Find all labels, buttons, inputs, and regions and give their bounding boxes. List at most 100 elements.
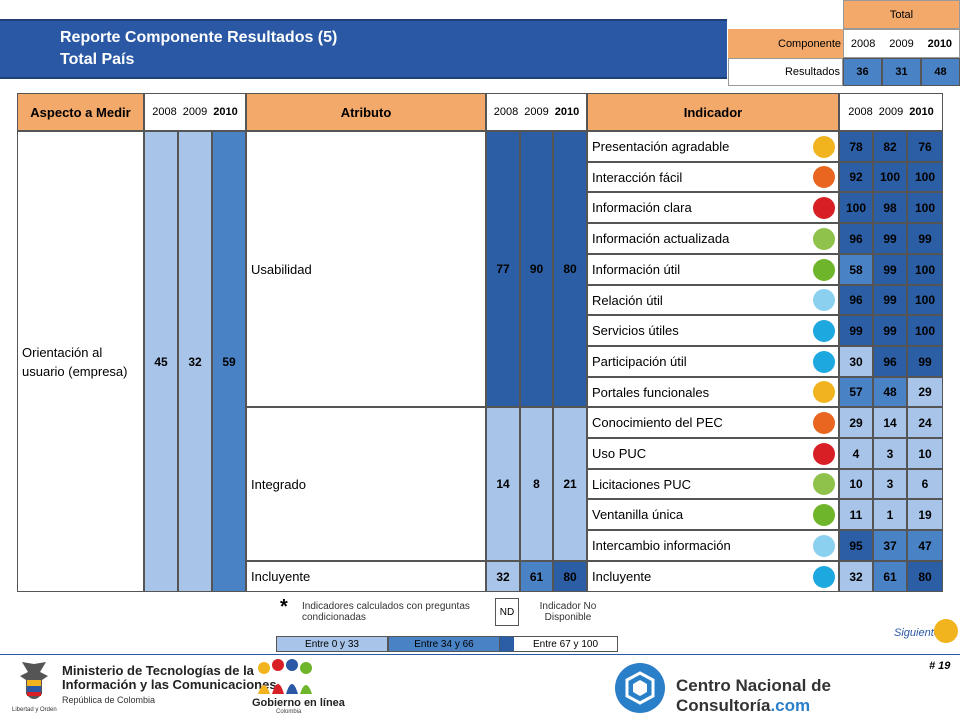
indicator-value: 29 [907, 377, 943, 407]
ministry-line: Información y las Comunicaciones [62, 677, 277, 692]
year-label: 2010 [213, 106, 238, 118]
indicator-value: 100 [907, 285, 943, 315]
indicator-value: 1 [873, 499, 907, 530]
atributo-value: 77 [486, 131, 520, 407]
next-button-icon[interactable] [934, 619, 958, 643]
year-label: 2010 [554, 106, 580, 118]
indicator-label: Uso PUC [587, 438, 839, 469]
indicator-value: 100 [907, 315, 943, 346]
next-link[interactable]: Siguiente [894, 627, 940, 639]
atributo-value: 80 [553, 561, 587, 592]
ministry-country: República de Colombia [62, 695, 156, 705]
indicator-value: 11 [839, 499, 873, 530]
year-label: 2008 [848, 106, 873, 118]
status-dot-icon [813, 228, 835, 250]
atributo-value: 61 [520, 561, 553, 592]
indicator-value: 37 [873, 530, 907, 561]
status-dot-icon [813, 443, 835, 465]
indicator-value: 19 [907, 499, 943, 530]
year-label: 2009 [878, 106, 904, 118]
indicator-value: 14 [873, 407, 907, 438]
indicator-label: Incluyente [587, 561, 839, 592]
motto-text: Libertad y Orden [12, 707, 57, 713]
cnc-suffix: .com [770, 696, 811, 715]
report-banner: Reporte Componente Resultados (5) Total … [0, 19, 727, 79]
atributo-value: 32 [486, 561, 520, 592]
indicator-value: 76 [907, 131, 943, 162]
indicator-value: 58 [839, 254, 873, 285]
indicator-value: 95 [839, 530, 873, 561]
cnc-name-text: Centro Nacional de Consultoría [676, 676, 831, 715]
summary-year-2008: 2008 [850, 37, 876, 50]
status-dot-icon [813, 320, 835, 342]
summary-row-label: Resultados [728, 58, 843, 86]
indicator-label: Participación útil [587, 346, 839, 377]
atributo-integrado: Integrado [246, 407, 486, 561]
summary-value-2008: 36 [843, 58, 882, 86]
indicator-value: 100 [907, 254, 943, 285]
indicator-value: 98 [873, 192, 907, 223]
ministry-name: Ministerio de Tecnologías de la Informac… [62, 664, 277, 692]
atributo-value: 80 [553, 131, 587, 407]
scale-high: Entre 67 y 100 [500, 636, 618, 652]
nd-box: ND [495, 598, 519, 626]
indicator-label: Información útil [587, 254, 839, 285]
status-dot-icon [813, 259, 835, 281]
indicator-value: 96 [873, 346, 907, 377]
indicator-value: 100 [839, 192, 873, 223]
status-dot-icon [813, 289, 835, 311]
header-indicador: Indicador [587, 93, 839, 131]
header-indicador-years: 2008 2009 2010 [839, 93, 943, 131]
header-atributo: Atributo [246, 93, 486, 131]
indicator-value: 4 [839, 438, 873, 469]
status-dot-icon [813, 566, 835, 588]
year-label: 2009 [182, 106, 208, 118]
status-dot-icon [813, 136, 835, 158]
indicator-value: 78 [839, 131, 873, 162]
indicator-value: 10 [839, 469, 873, 499]
asterisk-note: Indicadores calculados con preguntas con… [302, 601, 470, 623]
summary-year-2010: 2010 [927, 37, 953, 50]
asterisk-symbol: * [280, 596, 288, 618]
status-dot-icon [813, 197, 835, 219]
indicator-label: Información clara [587, 192, 839, 223]
status-dot-icon [813, 473, 835, 495]
indicator-value: 80 [907, 561, 943, 592]
year-label: 2008 [493, 106, 519, 118]
indicator-value: 99 [907, 223, 943, 254]
aspecto-value-2009: 32 [178, 131, 212, 592]
indicator-label: Interacción fácil [587, 162, 839, 192]
summary-value-2009: 31 [882, 58, 921, 86]
coat-of-arms-icon [20, 662, 48, 699]
atributo-value: 90 [520, 131, 553, 407]
gobierno-en-linea-logo-icon [258, 659, 312, 694]
indicator-label: Relación útil [587, 285, 839, 315]
indicator-value: 99 [907, 346, 943, 377]
page-number: # 19 [929, 660, 951, 672]
indicator-value: 100 [873, 162, 907, 192]
indicator-value: 99 [873, 285, 907, 315]
indicator-value: 92 [839, 162, 873, 192]
indicator-label: Portales funcionales [587, 377, 839, 407]
page-subtitle: Total País [60, 51, 135, 68]
summary-total-header: Total [843, 0, 960, 29]
indicator-label: Información actualizada [587, 223, 839, 254]
indicator-value: 24 [907, 407, 943, 438]
cnc-logo-icon [615, 663, 665, 713]
scale-low: Entre 0 y 33 [276, 636, 388, 652]
aspecto-label: Orientación al usuario (empresa) [17, 131, 144, 592]
indicator-value: 57 [839, 377, 873, 407]
atributo-value: 8 [520, 407, 553, 561]
summary-year-2009: 2009 [889, 37, 914, 50]
indicator-value: 6 [907, 469, 943, 499]
indicator-value: 99 [873, 223, 907, 254]
footer-divider [0, 654, 960, 655]
gobierno-en-linea-text: Gobierno en línea [252, 697, 345, 709]
indicator-value: 96 [839, 223, 873, 254]
indicator-value: 99 [873, 315, 907, 346]
indicator-label: Intercambio información [587, 530, 839, 561]
indicator-value: 47 [907, 530, 943, 561]
status-dot-icon [813, 381, 835, 403]
atributo-usabilidad: Usabilidad [246, 131, 486, 407]
gobierno-en-linea-country: Colombia [276, 709, 302, 715]
